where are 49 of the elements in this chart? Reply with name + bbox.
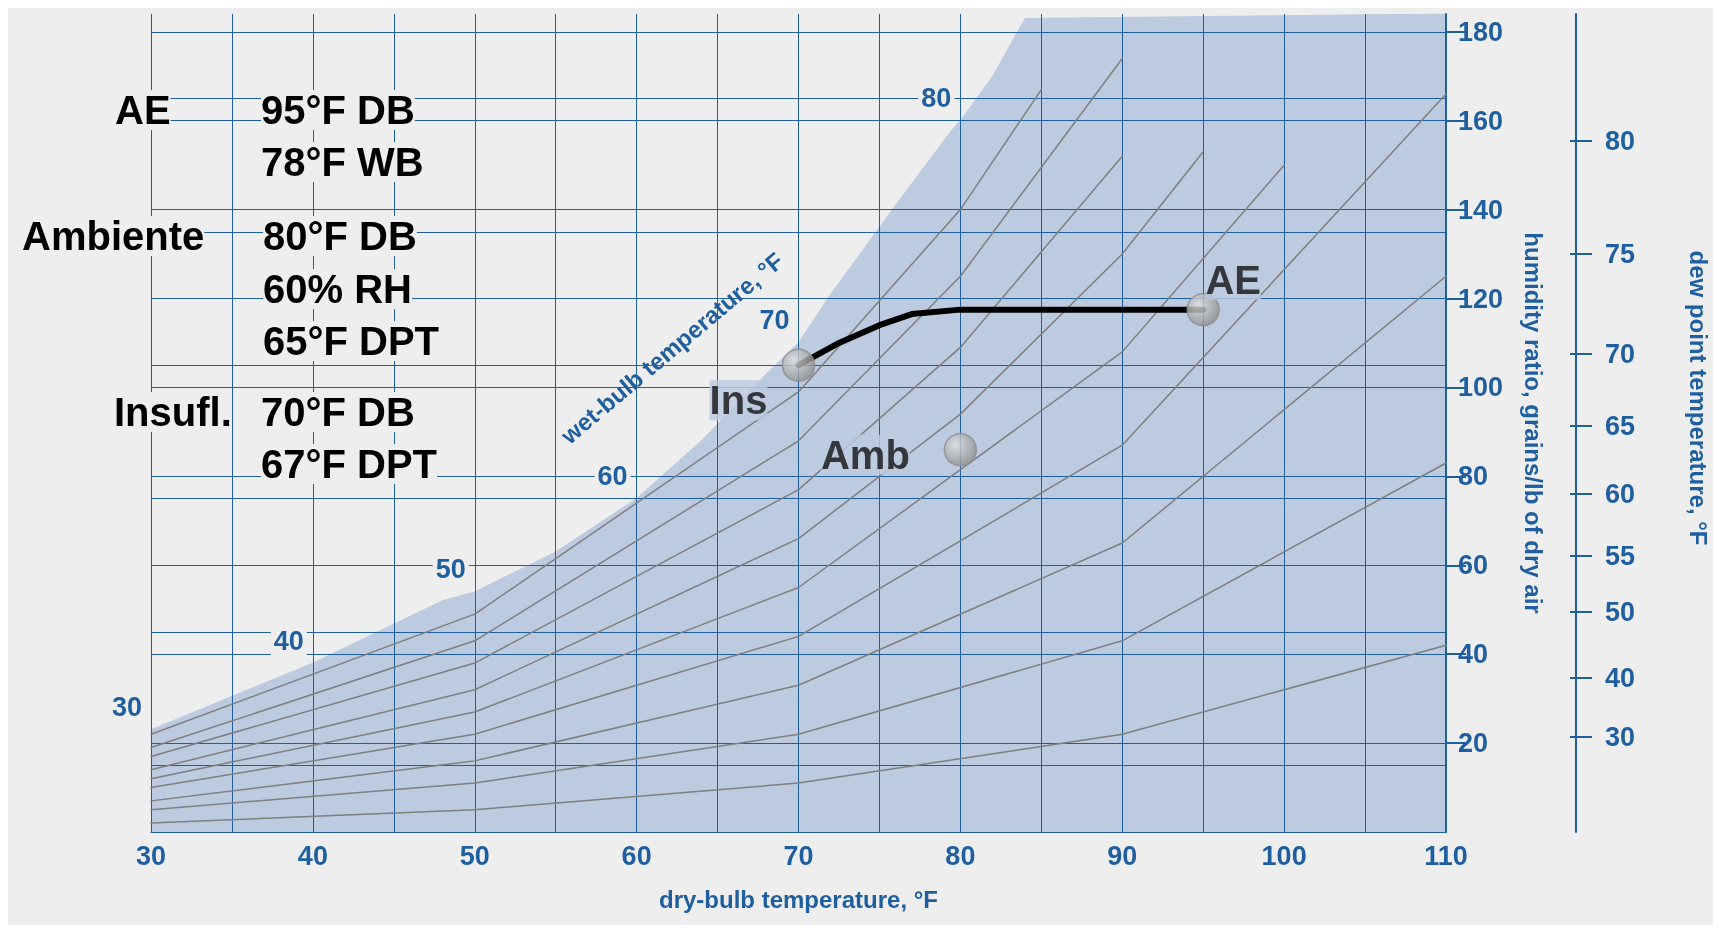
x-axis-title: dry-bulb temperature, °F bbox=[659, 885, 938, 913]
annotation: 67°F DPT bbox=[261, 442, 438, 486]
text: 60 bbox=[1605, 479, 1636, 509]
x-tick-label: 90 bbox=[1107, 840, 1138, 871]
text: 65 bbox=[1605, 411, 1636, 441]
x-tick-label: 70 bbox=[783, 840, 814, 871]
x-tick-label: 30 bbox=[135, 840, 167, 871]
annotation: 80 bbox=[921, 83, 952, 114]
y-tick-label: 100 bbox=[1458, 372, 1504, 403]
y-tick-label: 120 bbox=[1458, 283, 1504, 314]
annotation: 80°F DB bbox=[263, 214, 417, 258]
x-tick-label: 60 bbox=[621, 840, 652, 871]
y-axis-title: humidity ratio, grains/lb of dry air bbox=[1519, 232, 1547, 614]
y-tick-label: 160 bbox=[1458, 105, 1504, 136]
series-label: Ins bbox=[709, 378, 768, 423]
y-tick-label: 180 bbox=[1458, 16, 1504, 47]
annotation: 30 bbox=[111, 692, 142, 723]
y-tick-label: 60 bbox=[1458, 550, 1489, 581]
text: 30 bbox=[1605, 722, 1636, 752]
x-tick-label: 100 bbox=[1261, 840, 1307, 871]
annotation: 60% RH bbox=[263, 267, 412, 311]
annotation: 40 bbox=[273, 625, 304, 656]
x-tick-label: 110 bbox=[1424, 840, 1468, 871]
annotation: Ambiente bbox=[22, 214, 205, 258]
series-label: Amb bbox=[820, 432, 910, 477]
y-tick-label: 40 bbox=[1458, 639, 1489, 670]
annotation: 95°F DB bbox=[261, 88, 415, 132]
x-tick-label: 50 bbox=[459, 840, 490, 871]
y-tick-label: 80 bbox=[1458, 461, 1489, 492]
x-tick-label: 40 bbox=[297, 840, 328, 871]
text: 80 bbox=[1605, 126, 1636, 156]
series-label: AE bbox=[1205, 257, 1261, 302]
annotation: AE bbox=[115, 88, 171, 132]
annotation: 70 bbox=[759, 305, 790, 336]
annotation: 70°F DB bbox=[261, 390, 415, 434]
x-tick-label: 80 bbox=[945, 840, 976, 871]
text: dew point temperature, °F bbox=[1684, 250, 1712, 546]
y-tick-label: 20 bbox=[1458, 728, 1489, 759]
text: 70 bbox=[1605, 339, 1636, 369]
text: 55 bbox=[1605, 541, 1636, 571]
annotation: 50 bbox=[435, 554, 466, 585]
text: 40 bbox=[1605, 663, 1636, 693]
annotation: 60 bbox=[597, 461, 628, 492]
text: 50 bbox=[1605, 597, 1636, 627]
annotation: Insufl. bbox=[114, 390, 232, 434]
text: 75 bbox=[1605, 239, 1636, 269]
annotation: 78°F WB bbox=[261, 140, 424, 184]
y-tick-label: 140 bbox=[1458, 194, 1504, 225]
annotation: 65°F DPT bbox=[263, 319, 440, 363]
